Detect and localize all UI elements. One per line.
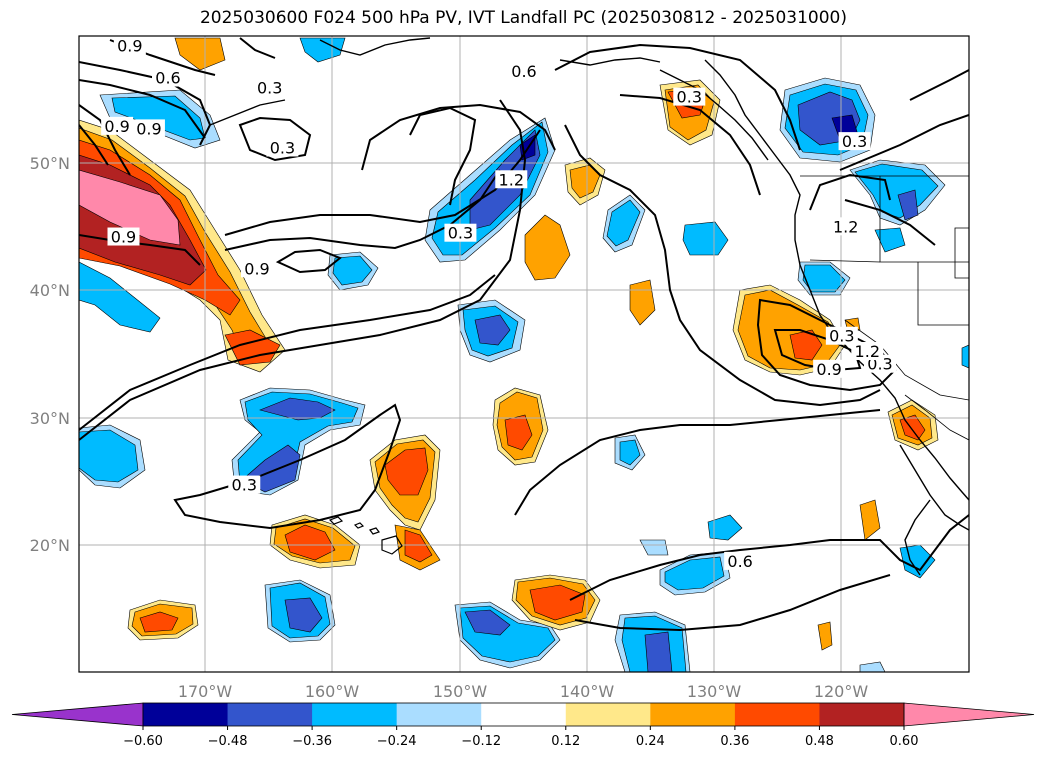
- map-content: 0.90.60.30.30.60.30.90.90.31.20.90.90.31…: [79, 36, 969, 672]
- contour-label-bg: [673, 87, 706, 106]
- contour-labels: 0.90.60.30.30.60.30.90.90.31.20.90.90.31…: [101, 36, 896, 571]
- colorbar-segment: [481, 703, 567, 726]
- contour-label-bg: [253, 78, 286, 97]
- contour-label-bg: [152, 68, 184, 87]
- contour-label: 0.9: [117, 37, 142, 56]
- contour-label: 0.3: [257, 79, 282, 98]
- colorbar: −0.60 −0.48 −0.36 −0.24 −0.12 0.12 0.24 0.36 0.4…: [11, 702, 1035, 749]
- contour-label-bg: [107, 227, 140, 246]
- colorbar-segment: [565, 703, 651, 726]
- contour-label-bg: [724, 551, 757, 570]
- lat-label-50: 50°N: [30, 154, 70, 173]
- contour-label-bg: [829, 217, 862, 236]
- colorbar-segment: [819, 703, 905, 726]
- contour-label: 0.9: [104, 117, 129, 136]
- chart-title: 2025030600 F024 500 hPa PV, IVT Landfall…: [199, 8, 847, 28]
- contour-label: 0.3: [842, 132, 867, 151]
- lon-label-130w: 130°W: [687, 682, 742, 701]
- colorbar-segment: [396, 703, 482, 726]
- lon-labels: 170°W 160°W 150°W 140°W 130°W 120°W: [178, 682, 869, 701]
- borders: [800, 175, 969, 441]
- colorbar-segment: [734, 703, 820, 726]
- contour-label-bg: [241, 259, 273, 278]
- colorbar-tick-label: 0.36: [720, 734, 749, 749]
- contour-label-bg: [228, 475, 261, 494]
- contour-label-bg: [113, 36, 146, 55]
- contour-label-bg: [266, 138, 299, 157]
- contour-label-bg: [495, 170, 528, 189]
- colorbar-tick-label: 0.60: [890, 734, 919, 749]
- colorbar-tick-label: 0.24: [636, 734, 665, 749]
- colorbar-tick-label: −0.60: [123, 734, 163, 749]
- contour-label: 0.9: [244, 259, 269, 278]
- lat-labels: 20°N 30°N 40°N 50°N: [30, 154, 70, 555]
- lon-label-160w: 160°W: [305, 682, 360, 701]
- contour-label-bg: [444, 223, 477, 242]
- contour-label: 0.3: [677, 88, 702, 107]
- contour-label: 0.9: [111, 228, 136, 247]
- lat-label-20: 20°N: [30, 536, 70, 555]
- colorbar-extend-low: [11, 702, 144, 727]
- colorbar-segment: [143, 703, 229, 726]
- contour-label: 0.6: [727, 552, 752, 571]
- colorbar-extend-high: [903, 702, 1035, 727]
- coastlines: [209, 37, 969, 576]
- contour-label-bg: [838, 132, 871, 151]
- hawaii: [328, 516, 403, 555]
- contour-label: 0.3: [270, 138, 295, 157]
- lon-label-140w: 140°W: [560, 682, 615, 701]
- contour-label: 0.9: [816, 360, 841, 379]
- colorbar-segment: [312, 703, 398, 726]
- contour-label-bg: [132, 119, 165, 138]
- lon-label-150w: 150°W: [433, 682, 488, 701]
- contour-label-bg: [813, 359, 846, 378]
- map-frame: [78, 35, 970, 673]
- colorbar-segment: [650, 703, 736, 726]
- contour-label: 0.6: [511, 62, 536, 81]
- contour-label: 1.2: [833, 217, 858, 236]
- lat-label-30: 30°N: [30, 409, 70, 428]
- colorbar-tick-label: 0.48: [805, 734, 834, 749]
- contour-label-bg: [508, 62, 540, 81]
- contour-label-bg: [825, 326, 858, 345]
- colorbar-tick-label: −0.12: [461, 734, 501, 749]
- colorbar-tick-label: −0.36: [292, 734, 332, 749]
- contour-label: 0.3: [232, 476, 257, 495]
- contour-label: 1.2: [855, 342, 880, 361]
- colorbar-tick-label: −0.48: [208, 734, 248, 749]
- lon-label-170w: 170°W: [178, 682, 233, 701]
- lon-label-120w: 120°W: [814, 682, 869, 701]
- contour-label: 0.9: [136, 119, 161, 138]
- colorbar-segment: [227, 703, 313, 726]
- contour-label: 0.6: [155, 69, 180, 88]
- contour-label-bg: [101, 116, 134, 135]
- pv-contours: [79, 37, 969, 632]
- contour-label-bg: [851, 342, 884, 360]
- contour-label: 0.3: [829, 327, 854, 346]
- colorbar-tick-label: 0.12: [551, 734, 580, 749]
- contour-label: 1.2: [499, 170, 524, 189]
- contour-label: 0.3: [448, 224, 473, 243]
- lat-label-40: 40°N: [30, 281, 70, 300]
- colorbar-tick-label: −0.24: [377, 734, 417, 749]
- colorbar-outline: [142, 702, 905, 727]
